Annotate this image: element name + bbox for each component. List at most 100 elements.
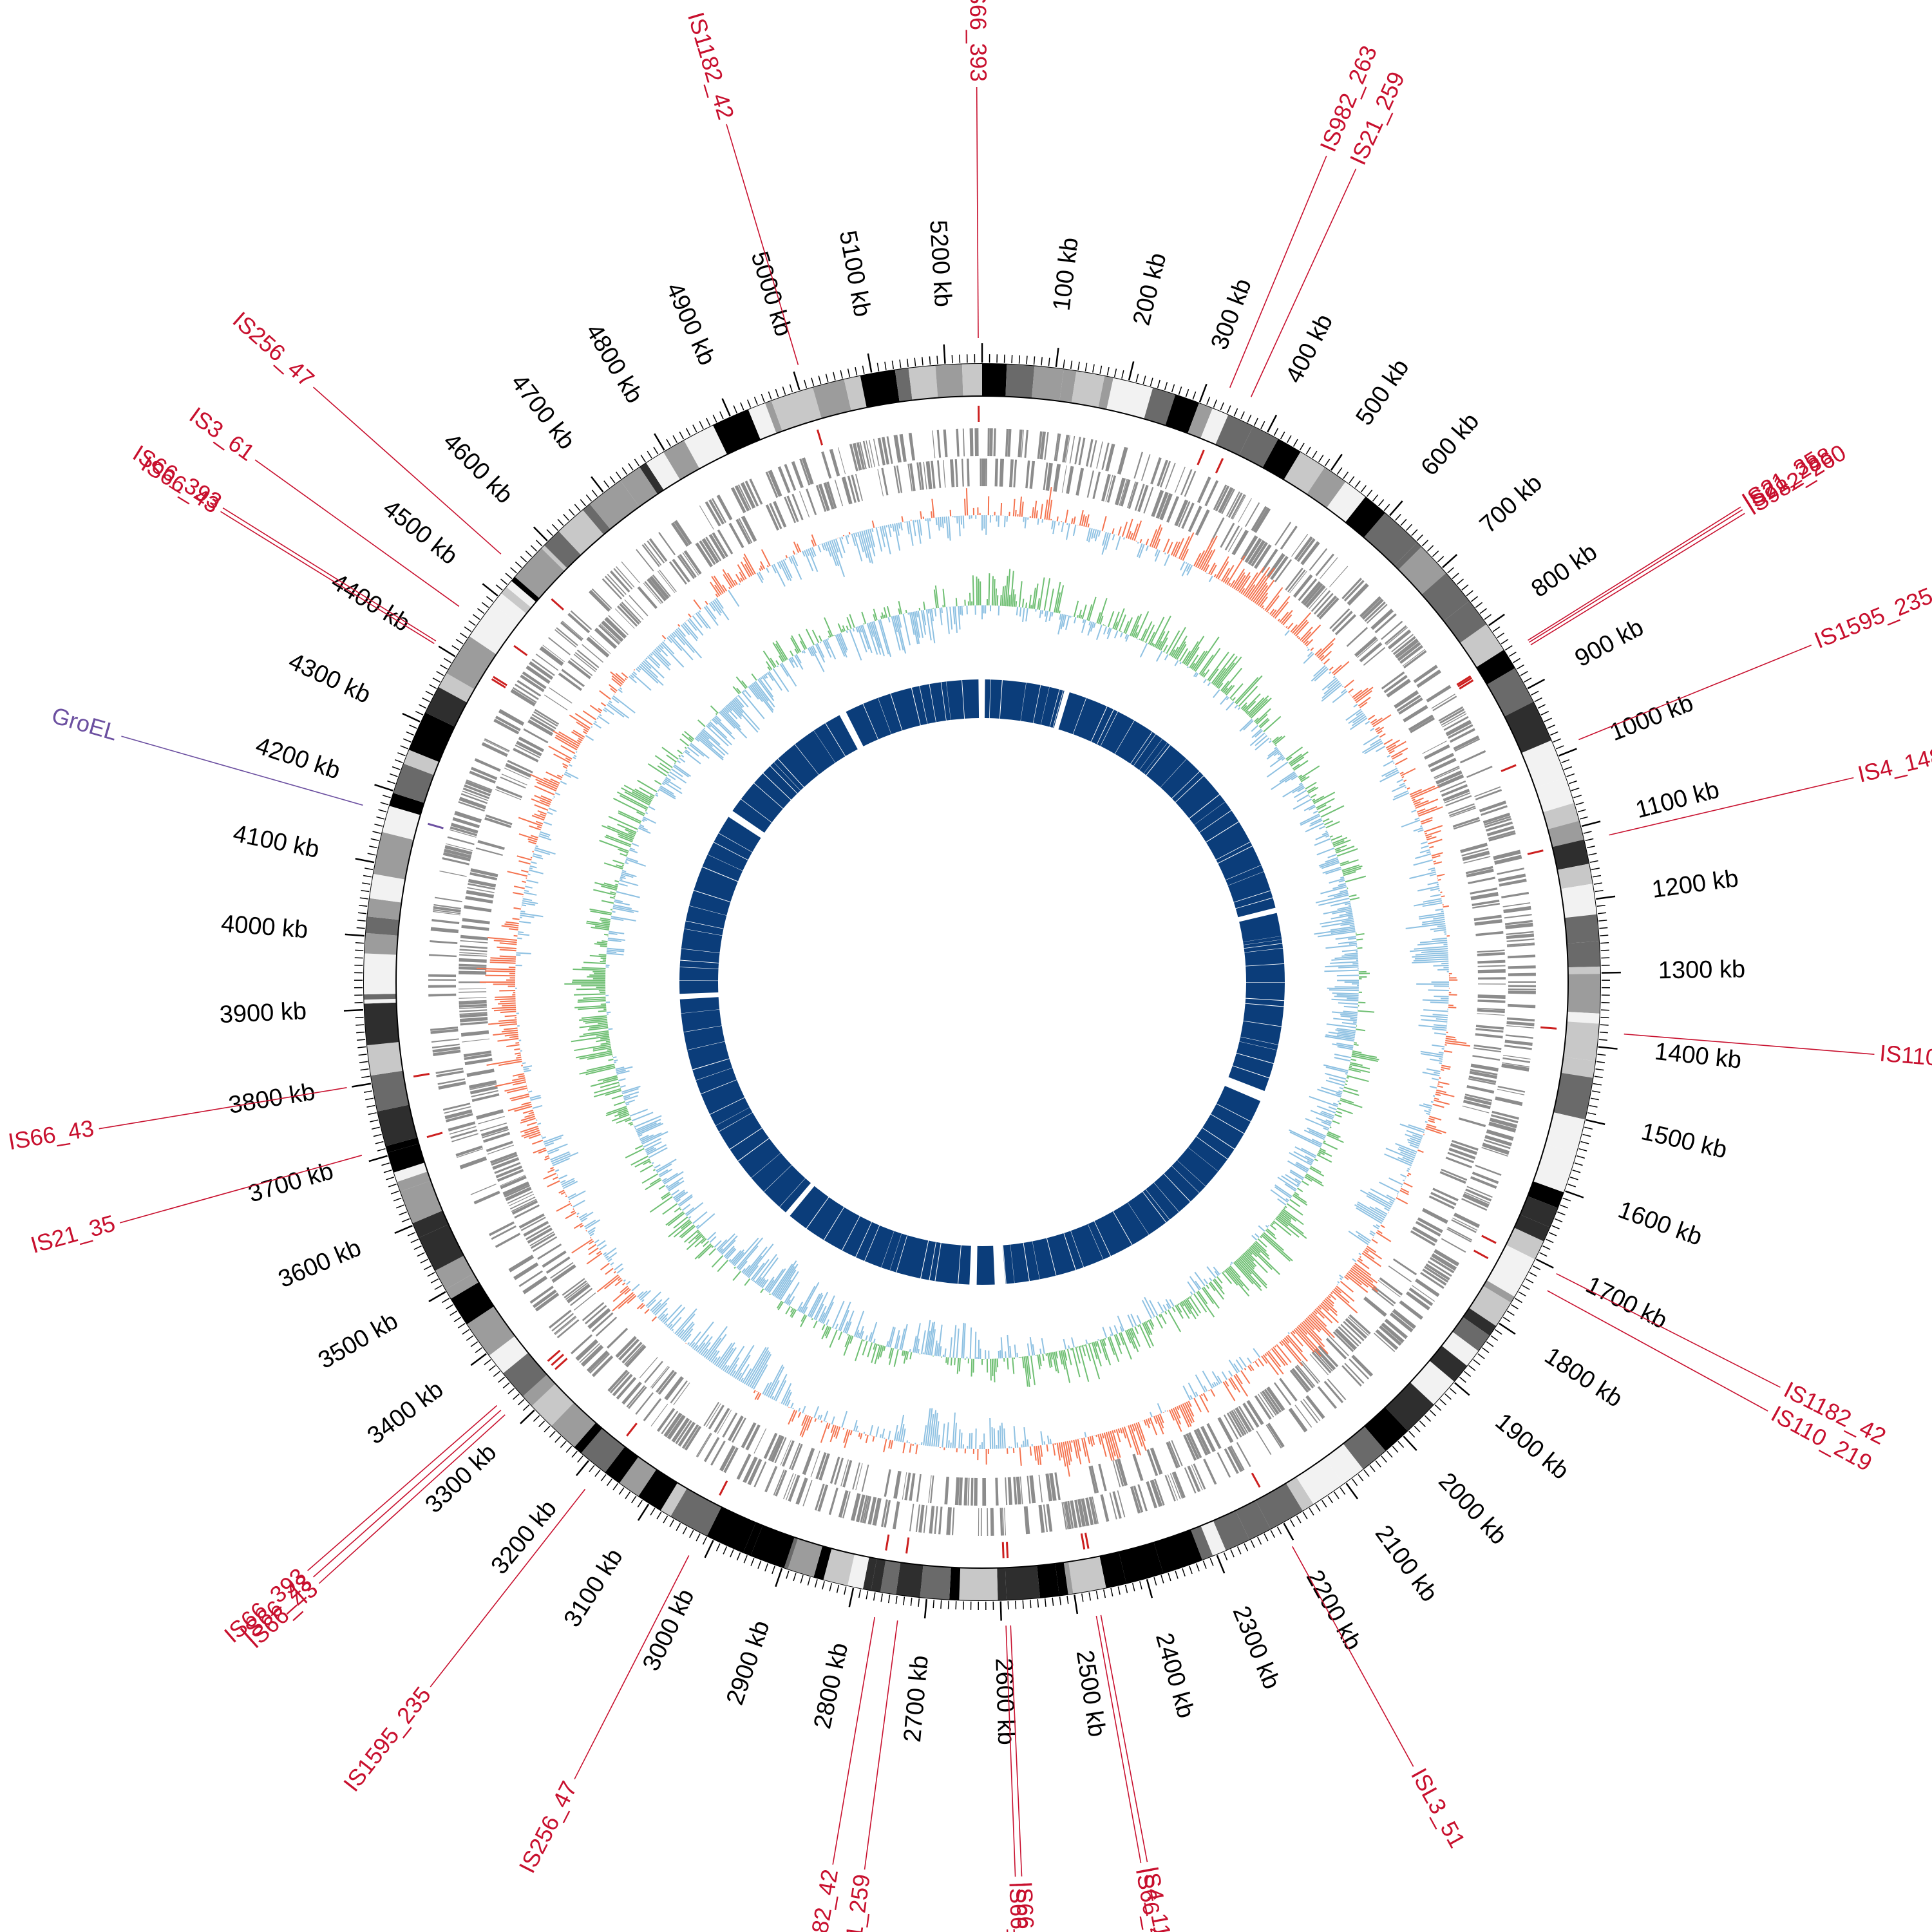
minor-tick (1537, 704, 1546, 709)
is-marker-27 (493, 676, 507, 687)
annotation-leader-19 (430, 1488, 586, 1687)
gene-491 (944, 1476, 949, 1505)
gene-807 (512, 687, 537, 703)
minor-tick (1213, 399, 1218, 408)
gene-234 (1477, 949, 1505, 953)
gene-710 (460, 1021, 488, 1026)
gene-810 (544, 694, 568, 711)
minor-tick (361, 1075, 370, 1078)
gene-339 (1373, 1285, 1396, 1305)
minor-tick (1264, 1533, 1269, 1542)
gene-59 (1159, 493, 1173, 520)
inner-block-31 (1235, 898, 1276, 918)
gene-226 (1504, 920, 1533, 925)
gene-374 (1294, 1365, 1314, 1388)
ideogram-band-11 (1215, 415, 1253, 456)
gene-639 (508, 1255, 535, 1273)
inner-block-128 (941, 681, 951, 721)
gene-589 (650, 1365, 668, 1388)
ideogram-band-67 (1190, 1526, 1213, 1560)
inner-block-44 (1233, 1053, 1274, 1078)
gene-110 (1298, 578, 1318, 601)
tick-label: 4500 kb (377, 495, 462, 570)
minor-tick (880, 1593, 883, 1602)
minor-tick (1482, 1347, 1490, 1354)
tick-label: 600 kb (1416, 408, 1485, 481)
ideogram-band-0 (982, 364, 1007, 397)
ideogram-band-128 (389, 793, 424, 815)
minor-tick (1449, 1388, 1457, 1394)
gene-650 (489, 1221, 515, 1236)
gene-102 (1296, 538, 1316, 562)
ideogram-band-161 (961, 364, 982, 397)
gene-754 (439, 870, 467, 877)
ideogram-band-122 (365, 933, 398, 955)
gene-249 (1477, 999, 1506, 1003)
gene-14 (1025, 460, 1030, 489)
minor-tick (357, 1046, 366, 1048)
gene-944 (893, 435, 902, 463)
minor-tick (647, 450, 652, 459)
gene-9 (1009, 459, 1014, 488)
minor-tick (672, 435, 678, 443)
major-tick (1283, 1522, 1294, 1541)
tick-label: 3400 kb (363, 1376, 448, 1450)
is-marker-29 (551, 598, 564, 611)
gene-692 (469, 1083, 497, 1090)
gene-780 (495, 789, 522, 800)
minor-tick (1429, 1410, 1437, 1417)
gene-716 (459, 1003, 487, 1008)
minor-tick (402, 738, 412, 743)
gene-446 (1090, 1465, 1099, 1493)
minor-tick (407, 1231, 416, 1236)
gene-17 (1039, 431, 1046, 460)
minor-tick (1479, 608, 1488, 614)
is-label: IS66_393 (965, 0, 992, 82)
gene-318 (1415, 1220, 1441, 1237)
gene-93 (1253, 544, 1272, 569)
gene-625 (565, 1282, 589, 1300)
gene-279 (1464, 1094, 1493, 1102)
gene-722 (459, 988, 487, 990)
gene-823 (570, 658, 593, 676)
gene-631 (551, 1264, 576, 1283)
gene-355 (1334, 1328, 1358, 1350)
minor-tick (356, 1031, 365, 1034)
gene-819 (561, 668, 585, 687)
tick-label: 100 kb (1048, 236, 1084, 312)
gene-228 (1475, 931, 1504, 936)
gene-522 (842, 1460, 853, 1488)
inner-block-45 (1228, 1066, 1269, 1092)
minor-tick (1392, 1446, 1399, 1453)
gene-220 (1472, 902, 1501, 909)
gene-289 (1484, 1135, 1512, 1146)
gene-415 (1186, 1433, 1200, 1460)
gene-862 (649, 575, 670, 600)
minor-tick (419, 704, 427, 709)
gene-421 (1171, 1440, 1183, 1466)
inner-block-121 (846, 704, 878, 746)
gene-502 (909, 1473, 916, 1501)
gene-36 (1092, 471, 1101, 499)
gene-768 (452, 817, 480, 829)
inner-block-95 (683, 1026, 725, 1050)
minor-tick (804, 379, 808, 388)
minor-tick (388, 1183, 397, 1188)
ideogram-band-158 (895, 368, 913, 402)
gene-661 (500, 1175, 527, 1189)
gene-500 (916, 1473, 922, 1502)
minor-tick (715, 1543, 721, 1551)
gene-845 (614, 608, 635, 629)
is-marker-26 (491, 678, 506, 688)
minor-tick (1518, 1291, 1526, 1297)
gene-641 (530, 1233, 556, 1249)
minor-tick (481, 601, 489, 608)
minor-tick (552, 524, 559, 531)
tick-label: 4200 kb (252, 732, 344, 785)
inner-block-41 (1240, 1021, 1282, 1045)
gene-187 (1445, 795, 1472, 807)
minor-tick (462, 1329, 469, 1335)
minor-tick (1135, 374, 1139, 383)
gene-674 (455, 1145, 483, 1157)
gene-950 (918, 462, 925, 490)
